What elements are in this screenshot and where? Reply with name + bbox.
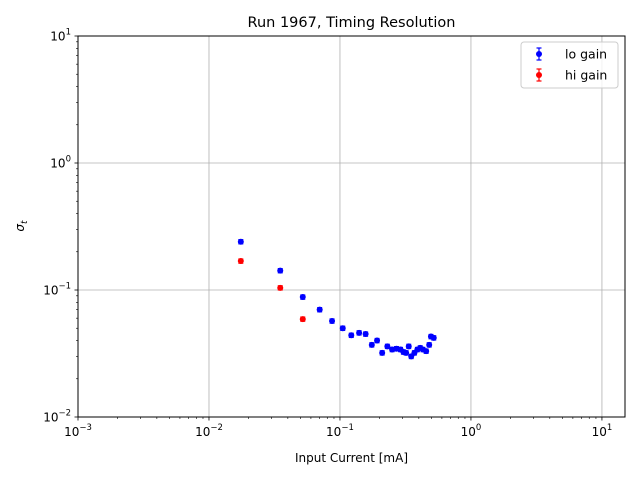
x-tick-label-0: 10−3 — [64, 423, 92, 439]
y-tick-label-base-0: 10 — [43, 411, 58, 425]
point-lo-gain-10 — [374, 337, 381, 344]
x-tick-label-base-0: 10 — [64, 425, 79, 439]
point-lo-gain-0 — [237, 238, 244, 245]
point-lo-gain-18 — [405, 343, 412, 350]
point-hi-gain-0 — [237, 258, 244, 265]
y-tick-label-base-1: 10 — [43, 284, 58, 298]
legend-marker-hi-gain — [536, 72, 542, 78]
point-lo-gain-25 — [426, 341, 433, 348]
y-tick-label-base-3: 10 — [50, 30, 65, 44]
y-axis-label-sub: t — [20, 220, 30, 224]
x-tick-label-base-1: 10 — [195, 425, 210, 439]
point-lo-gain-3 — [316, 306, 323, 313]
point-lo-gain-6 — [348, 332, 355, 339]
y-axis-label: σt — [13, 220, 30, 232]
point-lo-gain-4 — [329, 318, 336, 325]
point-lo-gain-7 — [356, 329, 363, 336]
legend-marker-lo-gain — [536, 51, 542, 57]
plot-frame — [77, 35, 626, 418]
legend: lo gain hi gain — [520, 41, 619, 89]
point-lo-gain-12 — [384, 343, 391, 350]
x-tick-label-exp-3: 0 — [476, 423, 481, 433]
y-tick-label-exp-0: −2 — [58, 409, 71, 419]
data-points — [237, 238, 437, 360]
y-tick-label-exp-3: 1 — [66, 28, 71, 38]
chart-title: Run 1967, Timing Resolution — [248, 15, 456, 31]
point-lo-gain-9 — [368, 341, 375, 348]
x-tick-label-1: 10−2 — [195, 423, 223, 439]
point-hi-gain-1 — [277, 284, 284, 291]
point-lo-gain-27 — [430, 334, 437, 341]
point-lo-gain-11 — [379, 349, 386, 356]
legend-entry-lo-gain: lo gain — [536, 47, 607, 62]
x-tick-label-4: 101 — [592, 423, 613, 439]
x-tick-label-exp-0: −3 — [79, 423, 92, 433]
x-tick-label-2: 10−1 — [326, 423, 354, 439]
legend-box — [520, 41, 619, 89]
x-tick-label-base-3: 10 — [461, 425, 476, 439]
point-lo-gain-24 — [423, 348, 430, 355]
legend-label-hi-gain: hi gain — [565, 68, 607, 83]
x-tick-label-exp-2: −1 — [341, 423, 354, 433]
x-tick-label-3: 100 — [461, 423, 482, 439]
point-lo-gain-8 — [362, 331, 369, 338]
point-lo-gain-1 — [277, 267, 284, 274]
point-lo-gain-5 — [339, 325, 346, 332]
y-tick-label-2: 100 — [50, 155, 71, 171]
point-lo-gain-17 — [403, 349, 410, 356]
y-tick-label-base-2: 10 — [50, 157, 65, 171]
y-tick-label-exp-1: −1 — [58, 282, 71, 292]
plot-area — [78, 36, 625, 417]
x-tick-label-base-2: 10 — [326, 425, 341, 439]
x-tick-label-exp-1: −2 — [210, 423, 223, 433]
y-axis-label-main: σ — [13, 224, 27, 232]
y-tick-label-1: 10−1 — [43, 282, 71, 298]
point-hi-gain-2 — [299, 316, 306, 323]
legend-label-lo-gain: lo gain — [565, 47, 607, 62]
y-tick-label-3: 101 — [50, 28, 71, 44]
x-axis-label: Input Current [mA] — [295, 451, 408, 465]
y-tick-label-exp-2: 0 — [66, 155, 71, 165]
x-tick-label-exp-4: 1 — [607, 423, 612, 433]
point-lo-gain-2 — [299, 294, 306, 301]
x-tick-label-base-4: 10 — [592, 425, 607, 439]
y-tick-label-0: 10−2 — [43, 409, 71, 425]
legend-entry-hi-gain: hi gain — [536, 68, 607, 83]
